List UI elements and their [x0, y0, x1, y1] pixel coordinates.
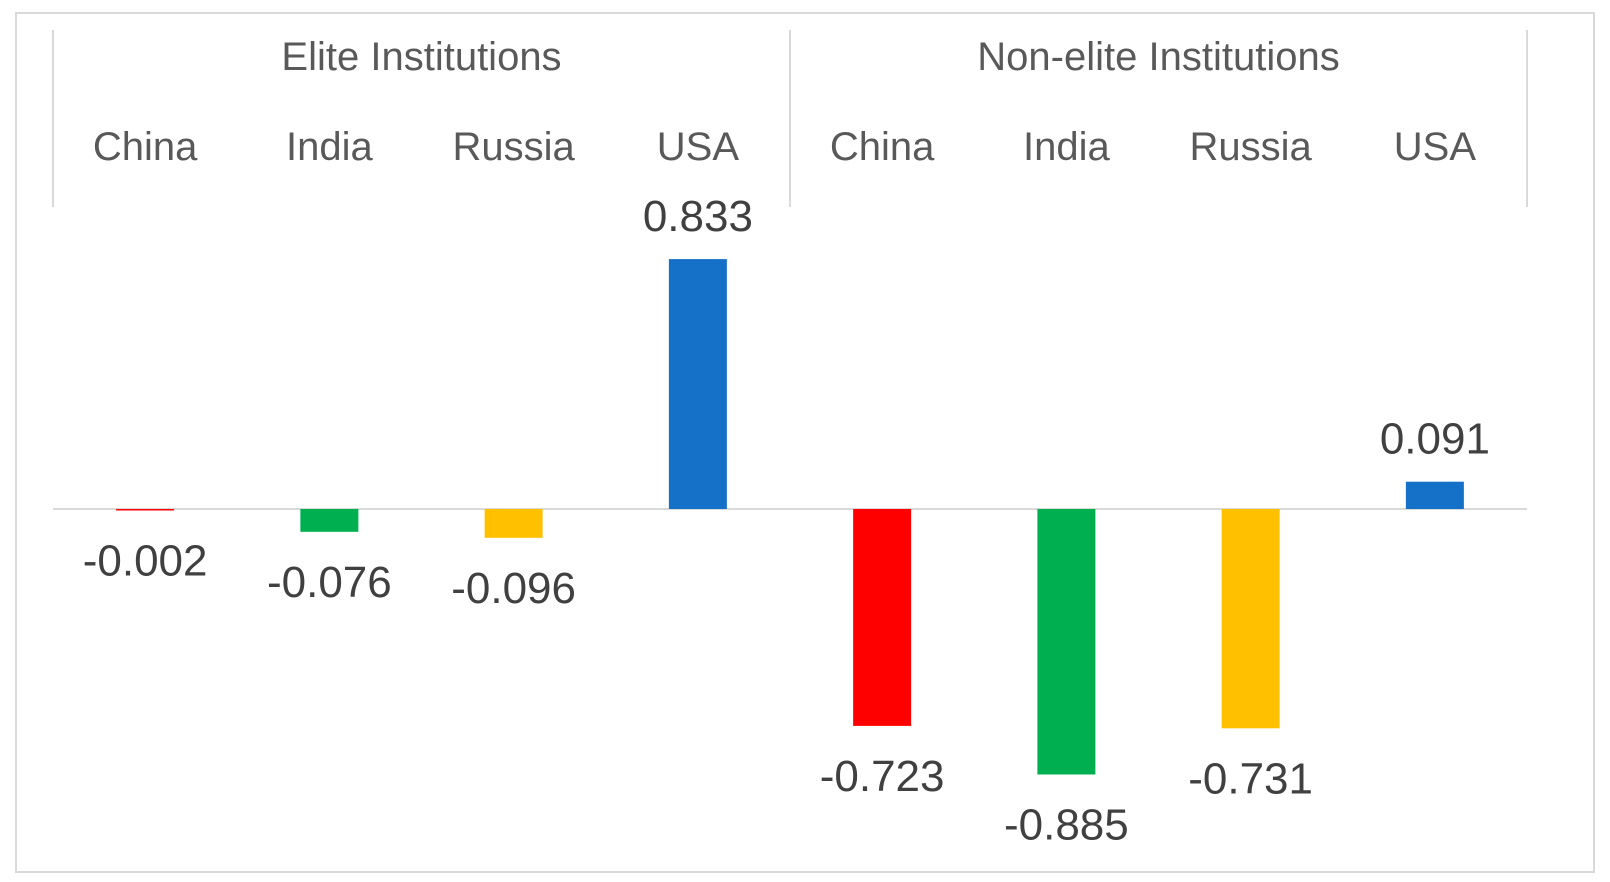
bar-elite-institutions-china	[116, 509, 175, 511]
data-label-non-elite-institutions-usa: 0.091	[1380, 415, 1490, 464]
data-label-non-elite-institutions-russia: -0.731	[1188, 754, 1313, 803]
tick-label-elite-institutions-india: India	[286, 125, 373, 169]
bar-elite-institutions-usa	[668, 259, 727, 509]
tick-label-non-elite-institutions-usa: USA	[1394, 125, 1477, 169]
group-label-non-elite-institutions: Non-elite Institutions	[977, 35, 1339, 79]
tick-label-non-elite-institutions-india: India	[1023, 125, 1110, 169]
bar-layer	[116, 259, 1464, 775]
axis-layer	[52, 30, 1528, 510]
bar-non-elite-institutions-india	[1037, 509, 1096, 775]
bar-non-elite-institutions-usa	[1405, 481, 1464, 509]
label-layer: Elite Institutions China -0.002 India -0.076…	[83, 35, 1490, 850]
bar-non-elite-institutions-china	[853, 509, 912, 726]
tick-label-non-elite-institutions-china: China	[830, 125, 935, 169]
tick-label-elite-institutions-russia: Russia	[452, 125, 575, 169]
bar-elite-institutions-india	[300, 509, 359, 532]
data-label-non-elite-institutions-china: -0.723	[820, 752, 945, 801]
bar-non-elite-institutions-russia	[1221, 509, 1280, 729]
data-label-elite-institutions-china: -0.002	[83, 537, 208, 586]
data-label-non-elite-institutions-india: -0.885	[1004, 801, 1129, 850]
chart-frame	[15, 12, 1595, 873]
data-label-elite-institutions-india: -0.076	[267, 558, 392, 607]
bar-elite-institutions-russia	[484, 509, 543, 538]
tick-label-elite-institutions-china: China	[93, 125, 198, 169]
group-label-elite-institutions: Elite Institutions	[281, 35, 561, 79]
tick-label-non-elite-institutions-russia: Russia	[1189, 125, 1312, 169]
data-label-elite-institutions-usa: 0.833	[643, 192, 753, 241]
data-label-elite-institutions-russia: -0.096	[451, 564, 576, 613]
tick-label-elite-institutions-usa: USA	[657, 125, 740, 169]
